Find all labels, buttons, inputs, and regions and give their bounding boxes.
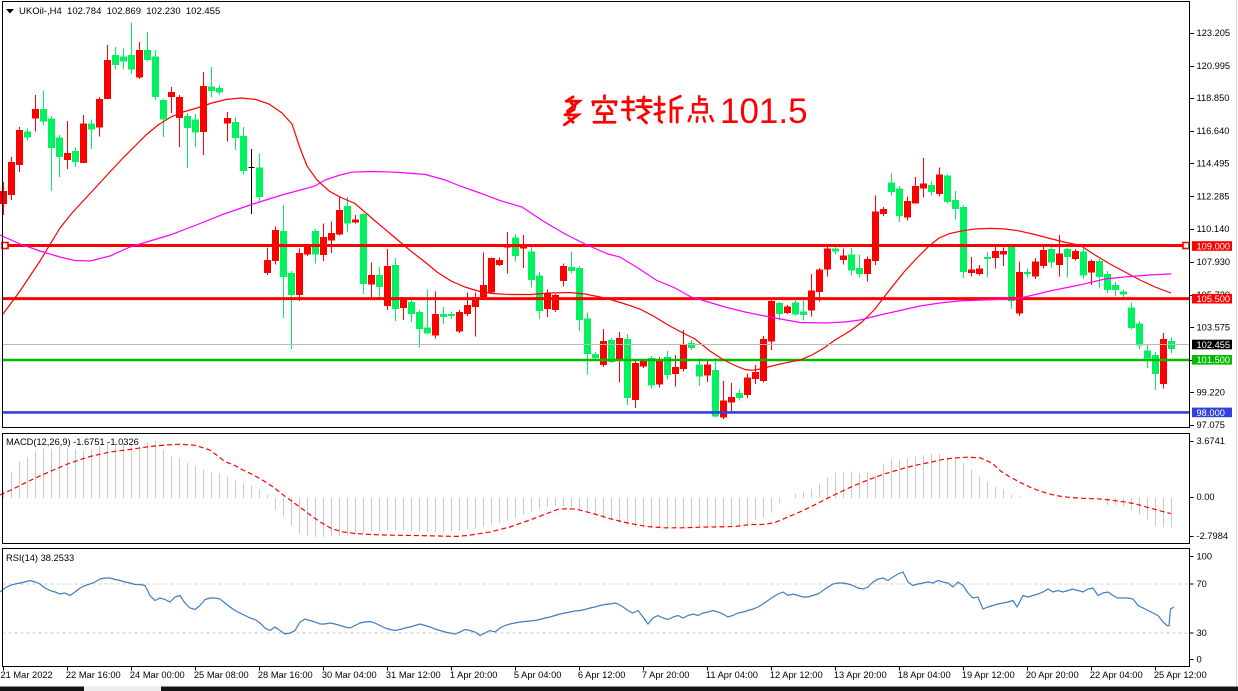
svg-text:97.075: 97.075 (1197, 420, 1225, 430)
svg-text:101.5: 101.5 (720, 92, 808, 131)
svg-text:7 Apr 20:00: 7 Apr 20:00 (642, 670, 690, 680)
svg-text:6 Apr 12:00: 6 Apr 12:00 (578, 670, 626, 680)
svg-text:25 Apr 12:00: 25 Apr 12:00 (1154, 670, 1207, 680)
svg-text:11 Apr 04:00: 11 Apr 04:00 (706, 670, 758, 680)
svg-text:102.455: 102.455 (1197, 340, 1231, 350)
svg-text:103.575: 103.575 (1197, 322, 1231, 332)
svg-text:22 Apr 04:00: 22 Apr 04:00 (1090, 670, 1143, 680)
svg-text:30 Mar 04:00: 30 Mar 04:00 (322, 670, 377, 680)
svg-text:70: 70 (1197, 579, 1207, 589)
svg-text:13 Apr 20:00: 13 Apr 20:00 (834, 670, 887, 680)
svg-text:5 Apr 04:00: 5 Apr 04:00 (514, 670, 562, 680)
svg-text:20 Apr 20:00: 20 Apr 20:00 (1026, 670, 1079, 680)
svg-text:21 Mar 2022: 21 Mar 2022 (1, 670, 53, 680)
svg-text:31 Mar 12:00: 31 Mar 12:00 (386, 670, 441, 680)
svg-text:107.930: 107.930 (1197, 257, 1231, 267)
svg-text:105.500: 105.500 (1197, 294, 1231, 304)
svg-text:18 Apr 04:00: 18 Apr 04:00 (898, 670, 951, 680)
svg-text:114.495: 114.495 (1197, 159, 1230, 169)
svg-text:MACD(12,26,9) -1.6751 -1.0326: MACD(12,26,9) -1.6751 -1.0326 (6, 437, 139, 447)
svg-text:RSI(14) 38.2533: RSI(14) 38.2533 (6, 553, 74, 563)
svg-text:116.640: 116.640 (1197, 126, 1230, 136)
svg-text:110.140: 110.140 (1197, 224, 1230, 234)
svg-text:123.205: 123.205 (1197, 28, 1231, 38)
svg-text:0: 0 (1197, 655, 1202, 665)
svg-text:1 Apr 20:00: 1 Apr 20:00 (450, 670, 498, 680)
svg-text:3.6741: 3.6741 (1197, 436, 1225, 446)
svg-text:0.00: 0.00 (1197, 492, 1215, 502)
svg-text:-2.7984: -2.7984 (1197, 531, 1229, 541)
svg-text:120.995: 120.995 (1197, 61, 1231, 71)
svg-text:28 Mar 16:00: 28 Mar 16:00 (258, 670, 313, 680)
svg-text:101.500: 101.500 (1197, 355, 1231, 365)
svg-text:12 Apr 12:00: 12 Apr 12:00 (770, 670, 823, 680)
svg-text:118.850: 118.850 (1197, 93, 1230, 103)
svg-text:98.000: 98.000 (1197, 408, 1225, 418)
svg-text:112.285: 112.285 (1197, 192, 1230, 202)
svg-text:30: 30 (1197, 628, 1207, 638)
svg-text:99.220: 99.220 (1197, 388, 1225, 398)
svg-text:UKOil-,H4 102.784 102.869 1: UKOil-,H4 102.784 102.869 102.230 102.45… (19, 6, 220, 17)
svg-text:19 Apr 12:00: 19 Apr 12:00 (962, 670, 1015, 680)
svg-text:22 Mar 16:00: 22 Mar 16:00 (66, 670, 121, 680)
svg-text:100: 100 (1197, 552, 1213, 562)
svg-text:109.000: 109.000 (1197, 241, 1231, 251)
svg-text:25 Mar 08:00: 25 Mar 08:00 (194, 670, 249, 680)
svg-text:24 Mar 00:00: 24 Mar 00:00 (130, 670, 185, 680)
